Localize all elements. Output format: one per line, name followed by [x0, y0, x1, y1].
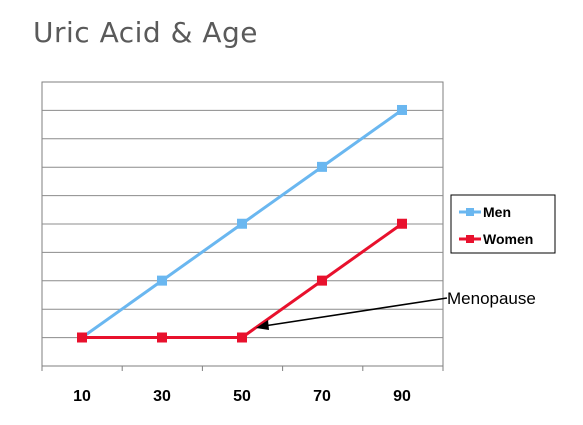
- x-axis: [41, 365, 444, 371]
- legend-label: Men: [483, 204, 511, 220]
- legend-label: Women: [483, 231, 533, 247]
- annotation-arrow-head: [256, 320, 269, 330]
- data-point: [397, 104, 407, 115]
- legend-swatch-marker: [466, 208, 474, 216]
- page-title: Uric Acid & Age: [33, 16, 258, 49]
- annotation-arrow-line: [263, 297, 448, 327]
- x-tick-label: 50: [233, 388, 251, 405]
- legend-box: [450, 194, 556, 254]
- legend: Men Women: [450, 194, 556, 254]
- data-point: [237, 332, 247, 343]
- legend-swatch-marker: [466, 235, 474, 243]
- series-layer: [77, 104, 407, 343]
- data-point: [317, 161, 327, 172]
- legend-item-women: Women: [459, 231, 533, 247]
- series-women: [77, 218, 407, 343]
- data-point: [237, 218, 247, 229]
- x-tick-labels: 10 30 50 70 90: [73, 388, 411, 405]
- annotation: Menopause: [256, 289, 536, 330]
- x-tick-label: 70: [313, 388, 331, 405]
- annotation-label: Menopause: [447, 289, 536, 308]
- x-tick-label: 90: [393, 388, 411, 405]
- legend-item-men: Men: [459, 204, 511, 220]
- gridlines: [42, 109, 443, 339]
- data-point: [397, 218, 407, 229]
- x-tick-label: 10: [73, 388, 91, 405]
- data-point: [157, 332, 167, 343]
- data-point: [157, 275, 167, 286]
- data-point: [317, 275, 327, 286]
- x-tick-label: 30: [153, 388, 171, 405]
- data-point: [77, 332, 87, 343]
